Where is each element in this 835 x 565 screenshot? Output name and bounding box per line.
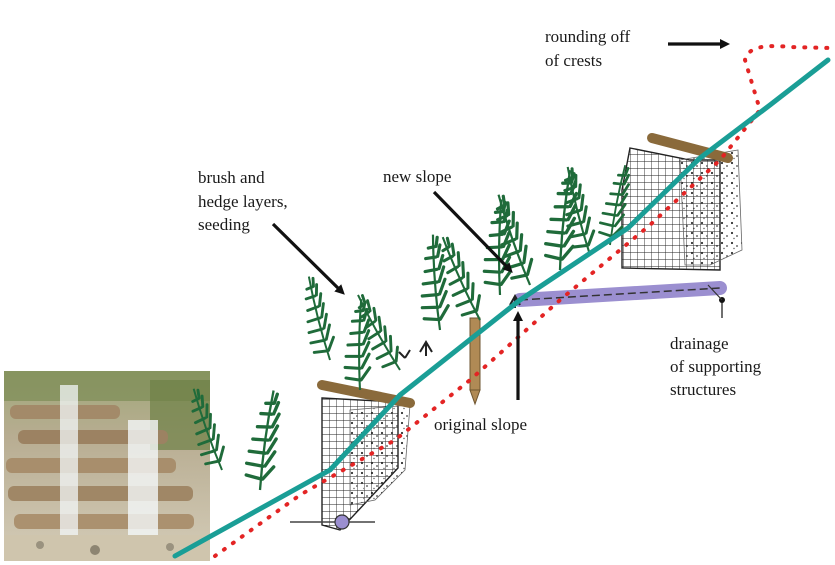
wooden-stake-icon xyxy=(469,317,481,406)
original-slope-line xyxy=(213,44,832,558)
new-slope-line xyxy=(172,57,831,559)
label-rounding-line1: rounding off xyxy=(545,27,630,46)
label-drainage-line1: drainage xyxy=(670,334,729,353)
upper-crib-wall-structure xyxy=(621,133,743,271)
label-brush-line1: brush and xyxy=(198,168,265,187)
label-rounding-line2: of crests xyxy=(545,51,602,70)
label-drainage-line2: of supporting xyxy=(670,357,762,376)
new-slope-arrow xyxy=(432,190,513,273)
timber-crib-waterfall-photo xyxy=(4,371,210,561)
label-brush-line2: hedge layers, xyxy=(198,192,288,211)
label-new-slope: new slope xyxy=(383,167,451,186)
brush-arrow xyxy=(271,222,345,295)
drainage-pipe xyxy=(513,281,727,307)
label-brush-line3: seeding xyxy=(198,215,250,234)
label-original-slope: original slope xyxy=(434,415,527,434)
label-drainage-line3: structures xyxy=(670,380,736,399)
